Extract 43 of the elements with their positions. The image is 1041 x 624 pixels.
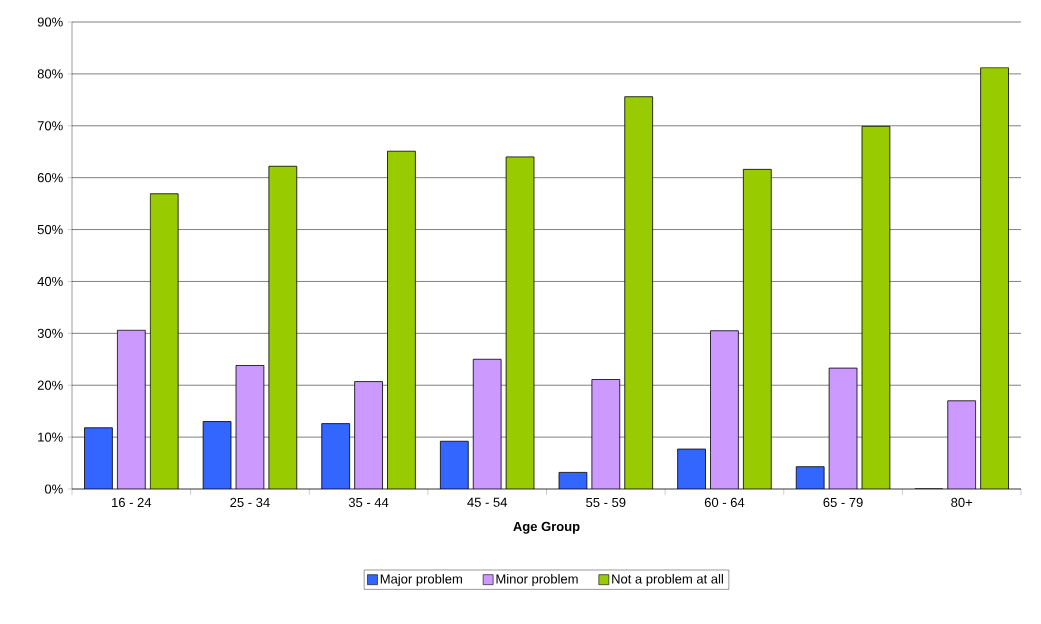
bar bbox=[710, 330, 739, 489]
bar bbox=[117, 330, 146, 489]
x-tick-label: 25 - 34 bbox=[230, 497, 270, 507]
bar bbox=[84, 427, 113, 489]
bar bbox=[591, 379, 620, 489]
x-tick-label: 65 - 79 bbox=[823, 497, 863, 507]
legend-label: Not a problem at all bbox=[612, 573, 723, 587]
y-tick-label: 20% bbox=[37, 380, 63, 390]
bar bbox=[440, 441, 469, 489]
x-axis-title: Age Group bbox=[513, 521, 580, 534]
y-tick-label: 80% bbox=[37, 69, 63, 79]
bar bbox=[947, 400, 977, 489]
bar bbox=[268, 166, 297, 489]
bar bbox=[743, 169, 772, 489]
bar bbox=[506, 156, 535, 489]
y-tick-label: 50% bbox=[37, 224, 63, 235]
y-tick-label: 90% bbox=[37, 17, 63, 27]
bar bbox=[980, 67, 1009, 489]
bar bbox=[150, 193, 179, 489]
bar bbox=[354, 381, 383, 489]
y-tick-label: 0% bbox=[44, 484, 63, 494]
bar bbox=[862, 126, 890, 489]
legend-label: Minor problem bbox=[496, 573, 578, 587]
bar bbox=[677, 449, 706, 489]
x-tick-label: 45 - 54 bbox=[467, 497, 508, 507]
y-tick-label: 40% bbox=[37, 276, 63, 287]
bar bbox=[624, 96, 653, 489]
x-tick-label: 35 - 44 bbox=[348, 497, 389, 507]
y-tick-label: 70% bbox=[37, 121, 63, 131]
x-tick-label: 80+ bbox=[951, 497, 973, 507]
x-tick-label: 60 - 64 bbox=[704, 497, 745, 507]
legend-label: Major problem bbox=[380, 573, 462, 587]
bar bbox=[203, 421, 231, 489]
x-tick-label: 16 - 24 bbox=[112, 497, 152, 507]
bar bbox=[321, 423, 350, 489]
bar bbox=[236, 365, 264, 489]
y-tick-label: 10% bbox=[38, 432, 63, 442]
bar bbox=[387, 151, 416, 489]
x-tick-label: 55 - 59 bbox=[586, 497, 626, 507]
bar bbox=[829, 368, 858, 489]
bar bbox=[473, 359, 502, 489]
y-tick-label: 60% bbox=[37, 173, 63, 183]
y-tick-label: 30% bbox=[37, 328, 63, 338]
